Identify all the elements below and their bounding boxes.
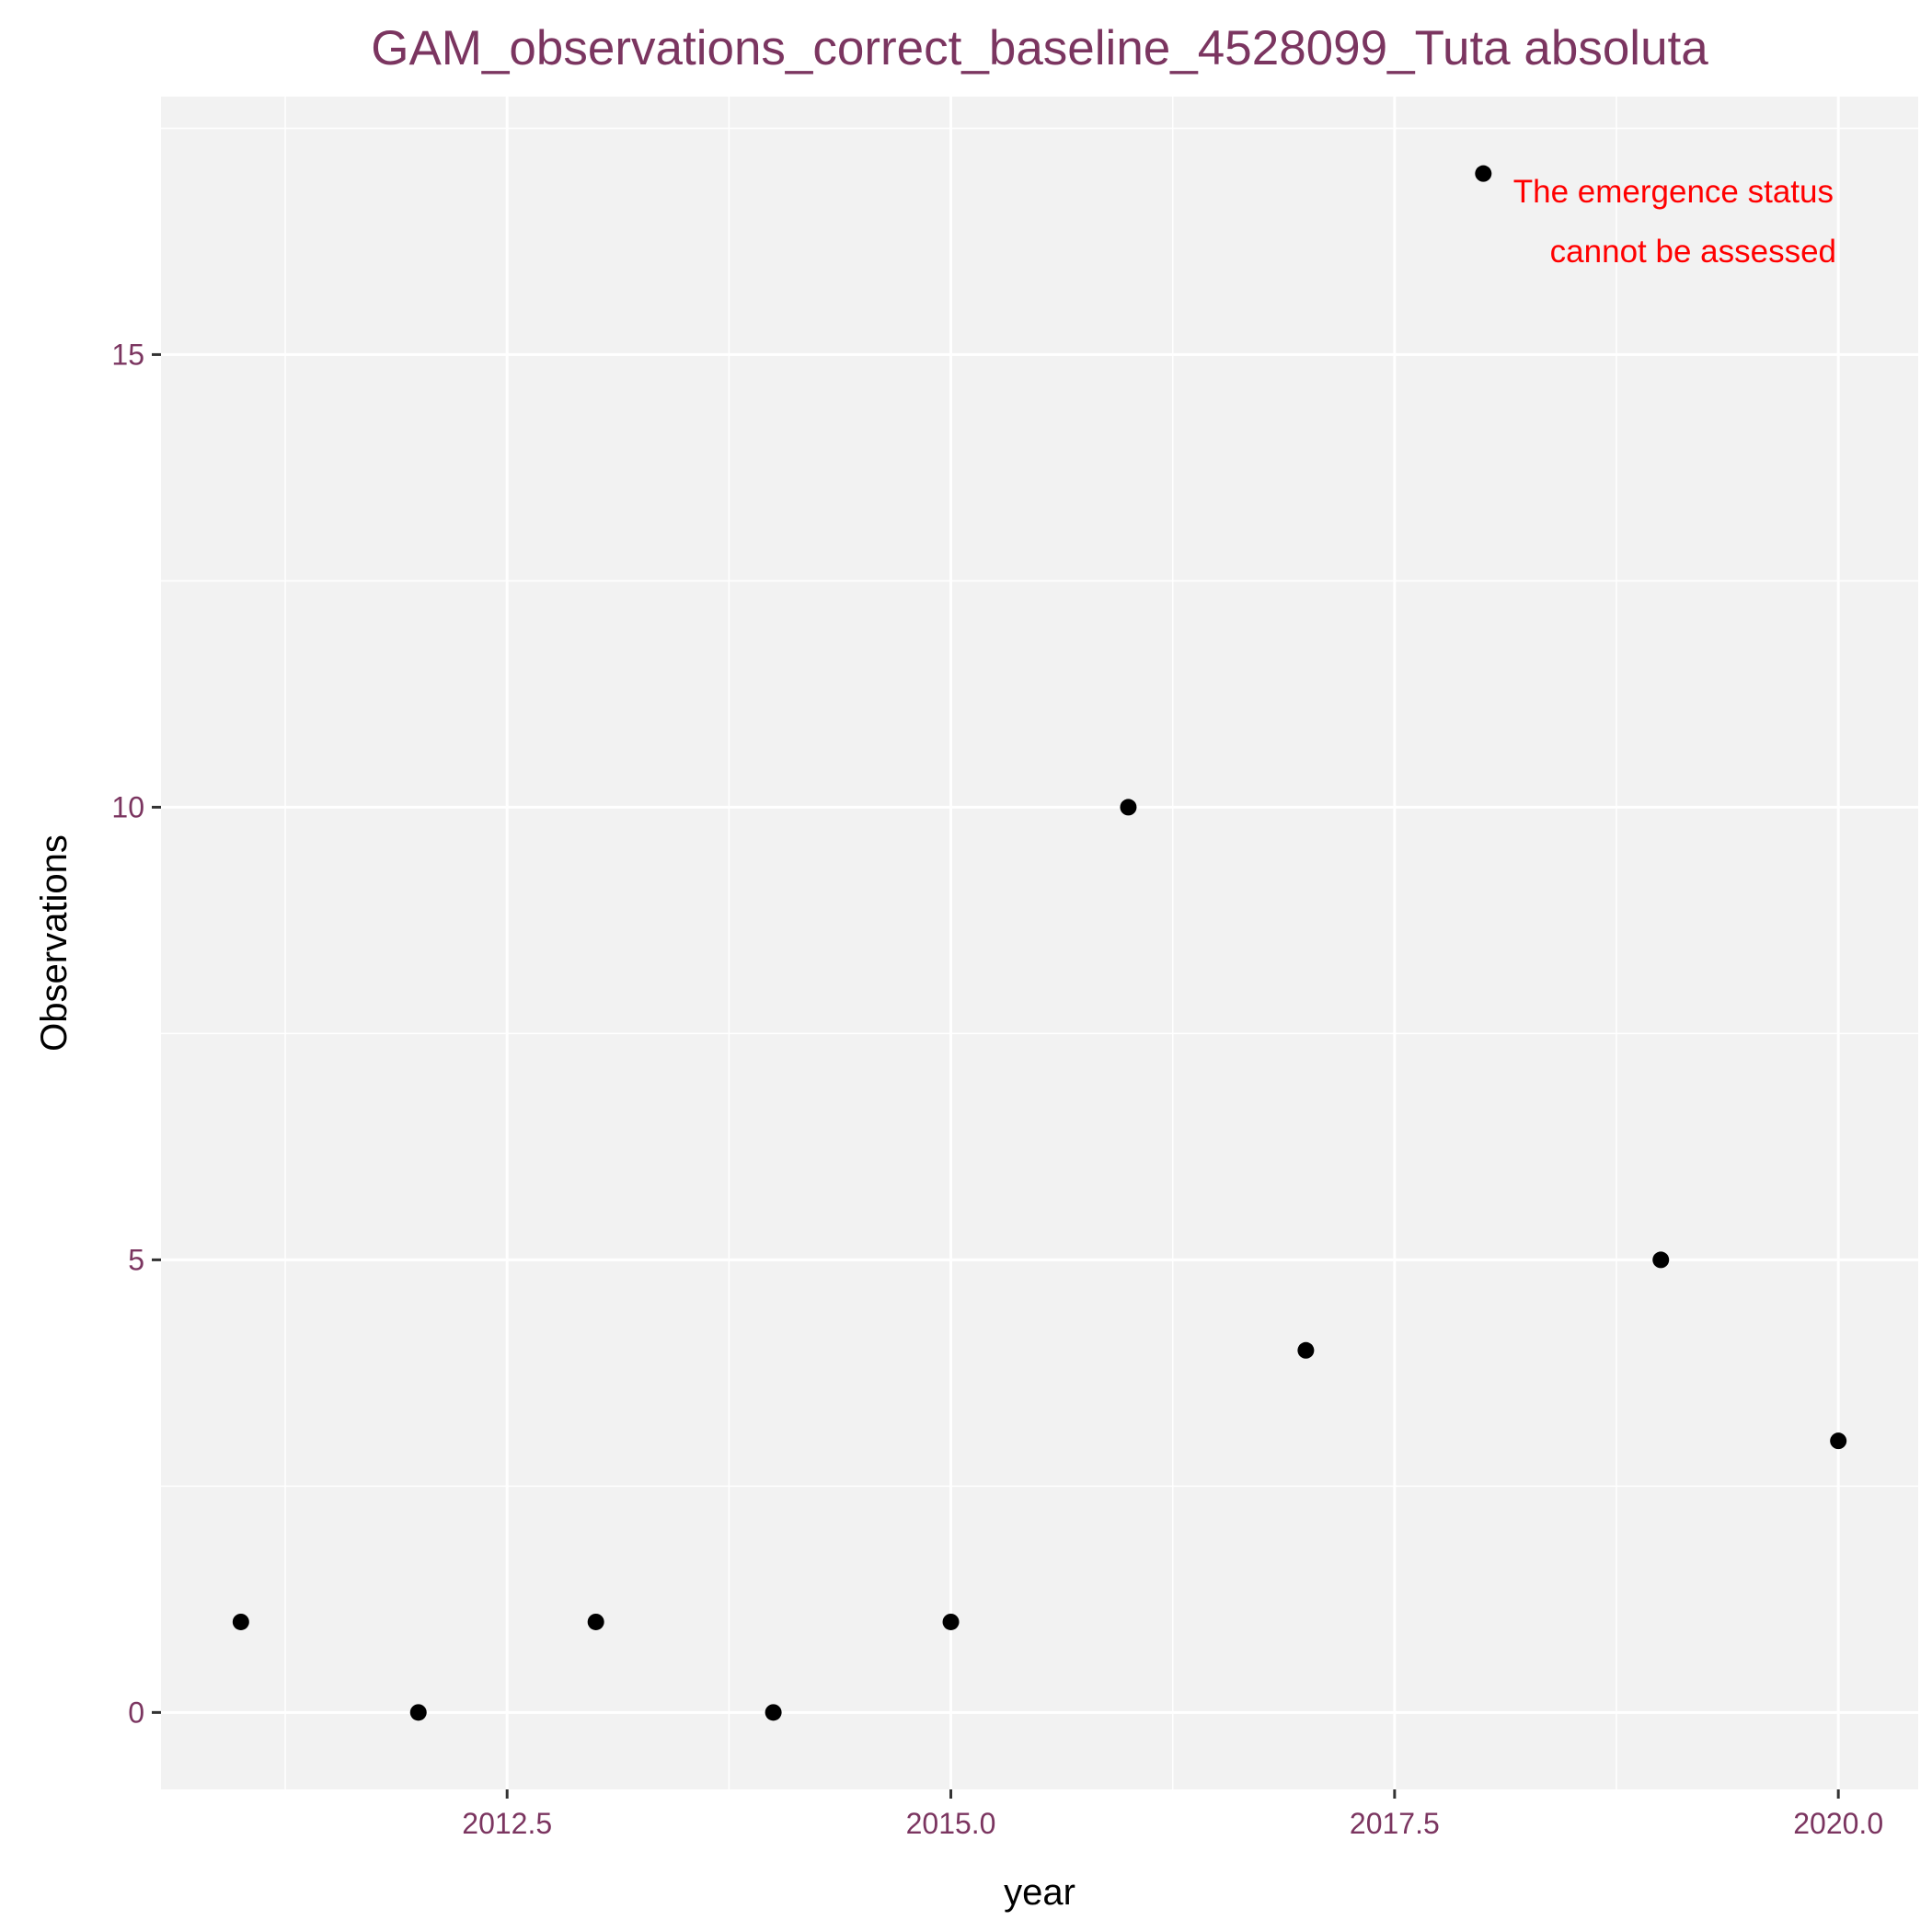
data-point <box>942 1613 960 1630</box>
data-point <box>1830 1432 1847 1450</box>
y-tick-label: 0 <box>128 1696 144 1729</box>
y-axis-title: Observations <box>34 834 75 1052</box>
data-points <box>232 165 1847 1721</box>
plot-panel <box>161 97 1918 1789</box>
data-point <box>232 1613 249 1630</box>
y-tick-label: 10 <box>111 790 144 823</box>
data-point <box>765 1704 782 1721</box>
y-tick-label: 5 <box>128 1243 144 1276</box>
y-axis: 0 5 10 15 <box>111 338 161 1729</box>
minor-grid <box>161 97 1918 1789</box>
x-tick-label: 2015.0 <box>906 1807 996 1840</box>
x-tick-label: 2017.5 <box>1350 1807 1440 1840</box>
data-point <box>1120 799 1137 816</box>
data-point <box>409 1704 427 1721</box>
major-grid <box>161 97 1918 1789</box>
data-point <box>1475 165 1492 182</box>
chart-title: GAM_observations_correct_baseline_452809… <box>371 21 1708 75</box>
data-point <box>1297 1341 1315 1359</box>
x-axis-title: year <box>1004 1872 1075 1913</box>
annotation-line-1: The emergence status <box>1513 174 1834 210</box>
x-tick-label: 2020.0 <box>1793 1807 1883 1840</box>
y-tick-label: 15 <box>111 338 144 371</box>
data-point <box>587 1613 604 1630</box>
annotation-line-2: cannot be assessed <box>1550 234 1836 270</box>
x-axis: 2012.5 2015.0 2017.5 2020.0 <box>462 1789 1883 1840</box>
x-tick-label: 2012.5 <box>462 1807 552 1840</box>
data-point <box>1652 1251 1670 1269</box>
